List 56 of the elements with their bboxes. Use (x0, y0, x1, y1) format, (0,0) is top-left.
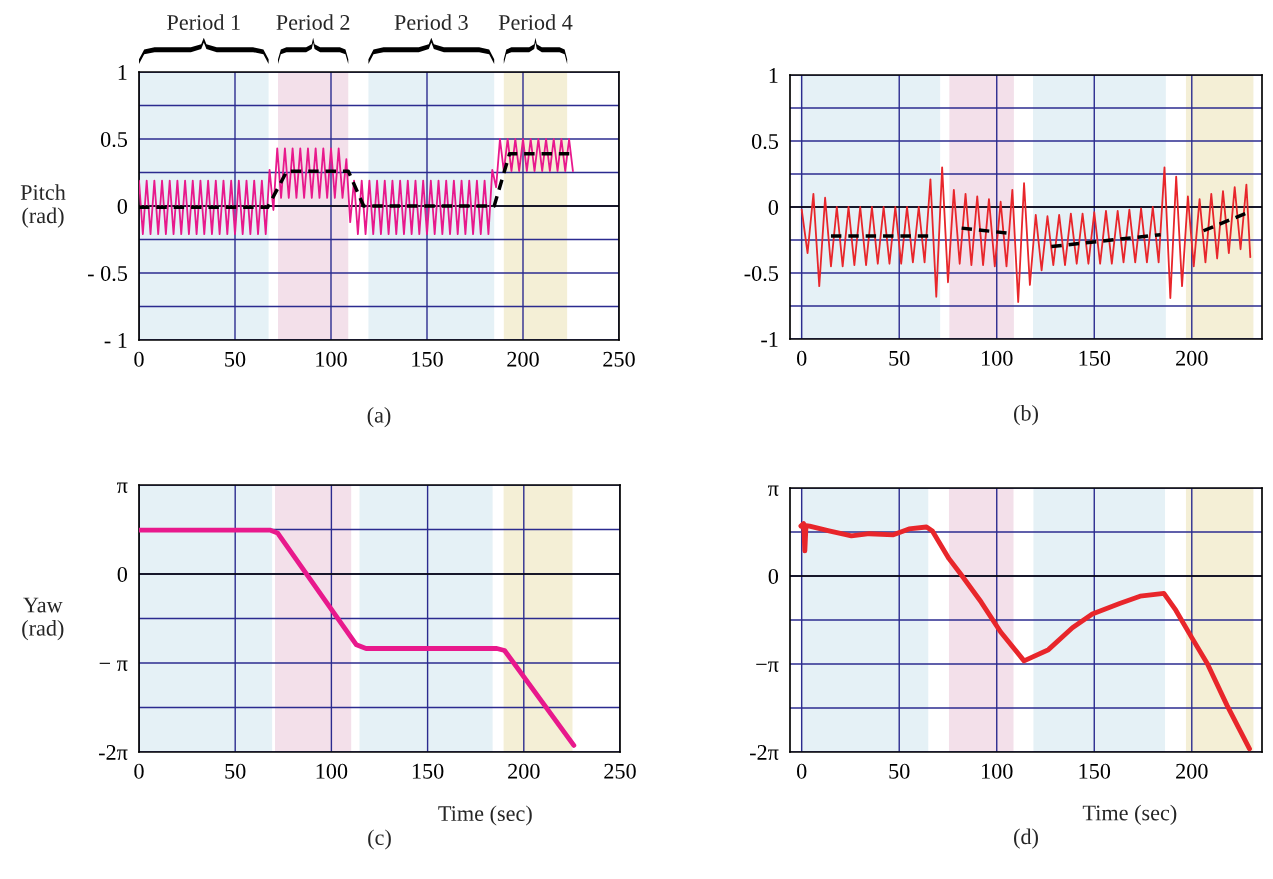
y-tick-label: -1 (761, 332, 778, 347)
x-axis-title: Time (sec) (438, 805, 532, 826)
x-tick-label: 200 (1176, 350, 1208, 366)
text: (c) (368, 829, 391, 850)
x-tick-label: 0 (796, 350, 807, 366)
y-axis-title: Pitch (rad) (20, 184, 66, 228)
x-tick-label: 150 (412, 351, 443, 367)
x-tick-label: 50 (225, 763, 246, 779)
x-tick-label: 150 (1079, 763, 1111, 779)
y-tick-label: -2π (98, 744, 128, 760)
line-series (139, 527, 577, 748)
x-tick-label: 100 (982, 350, 1013, 366)
x-tick-label: 200 (508, 763, 540, 779)
band-label: Period 2 (276, 14, 350, 30)
y-tick-label: 0.5 (751, 133, 779, 150)
band-label: Period 1 (167, 14, 240, 30)
text: (a) (367, 407, 391, 428)
x-tick-label: 250 (603, 351, 635, 367)
line-series (800, 166, 1252, 303)
y-tick-label: 1 (118, 65, 127, 80)
x-tick-label: 150 (412, 763, 444, 779)
y-tick-label: −π (756, 661, 779, 672)
x-axis-title: Time (sec) (1082, 804, 1177, 825)
x-tick-label: 150 (1079, 350, 1111, 366)
y-tick-label: 0 (768, 568, 779, 584)
x-tick-label: 100 (316, 763, 348, 779)
y-tick-label: 0 (117, 198, 128, 214)
y-tick-label: -0.5 (744, 265, 779, 282)
y-tick-label: 0.5 (100, 131, 128, 148)
band-label: Period 3 (394, 14, 468, 30)
y-tick-label: - 0.5 (87, 265, 128, 282)
y-tick-label: 1 (769, 68, 778, 83)
x-tick-label: 50 (225, 351, 246, 367)
x-tick-label: 0 (134, 351, 144, 367)
y-tick-label: - 1 (104, 333, 127, 348)
y-tick-label: π (767, 485, 779, 496)
x-tick-label: 200 (507, 351, 539, 367)
y-tick-label: − π (99, 660, 128, 671)
y-tick-label: -2π (749, 744, 779, 760)
x-tick-label: 250 (604, 763, 636, 779)
y-axis-title: Yaw (rad) (22, 597, 64, 641)
x-tick-label: 100 (982, 763, 1013, 779)
y-tick-label: 0 (768, 199, 779, 215)
band-label: Period 4 (498, 14, 573, 30)
x-tick-label: 0 (796, 763, 807, 779)
x-tick-label: 50 (889, 763, 910, 779)
text: (d) (1014, 828, 1038, 849)
text: (b) (1014, 405, 1038, 426)
x-tick-label: 200 (1176, 763, 1208, 779)
y-tick-label: 0 (117, 566, 128, 582)
x-tick-label: 50 (889, 350, 910, 366)
line-series (798, 521, 1252, 752)
line-series (139, 138, 574, 236)
x-tick-label: 100 (316, 351, 347, 367)
x-tick-label: 0 (134, 763, 144, 779)
y-tick-label: π (116, 482, 128, 493)
